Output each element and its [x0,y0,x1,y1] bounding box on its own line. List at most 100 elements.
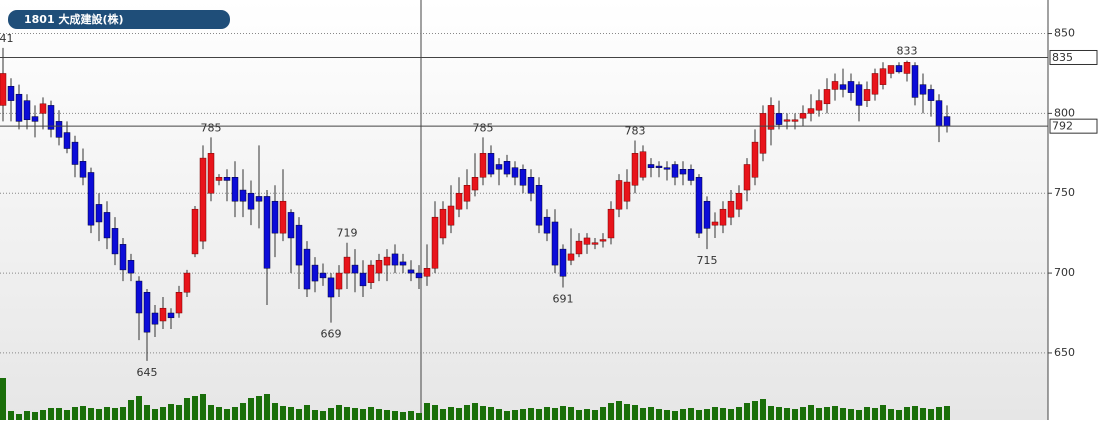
candle-body [623,181,631,202]
candle-body [103,212,111,239]
volume-bar [408,411,414,420]
candle-body [919,84,927,95]
candle-body [519,169,527,186]
volume-bar [296,409,302,420]
candle-body [151,312,159,325]
candle-body [415,272,423,279]
candle-body [855,84,863,106]
candle-body [239,189,247,202]
volume-bar [320,411,326,420]
volume-bar [328,408,334,420]
candle-body [775,113,783,125]
candle-body [551,221,559,266]
volume-bar [192,396,198,420]
candle-body [663,167,671,170]
candle-body [143,291,151,333]
volume-bar [576,410,582,420]
volume-bar [816,408,822,420]
volume-bar [368,407,374,420]
volume-bar [760,399,766,420]
candle-body [671,164,679,178]
volume-bar [896,410,902,420]
candle-body [23,100,31,121]
volume-bar [456,408,462,420]
candle-body [511,167,519,178]
candle-body [543,216,551,234]
volume-bar [304,405,310,420]
candle-body [135,280,143,314]
extreme-label: 785 [473,121,494,134]
candle-body [47,105,55,130]
candle-body [687,169,695,181]
plot-background [0,0,1048,420]
y-tick-label: 800 [1054,106,1075,119]
candle-body [95,204,103,223]
candle-body [839,84,847,90]
volume-bar [672,411,678,420]
volume-bar [624,404,630,420]
volume-bar [832,406,838,420]
candle-body [263,196,271,269]
candle-body [279,200,287,234]
candle-body [679,169,687,175]
candle-body [247,192,255,210]
volume-bar [40,410,46,420]
candle-body [503,161,511,175]
candle-body [847,81,855,93]
candle-body [743,164,751,191]
candle-body [759,113,767,154]
candle-body [119,244,127,271]
volume-bar [584,409,590,420]
y-tick-label: 700 [1054,266,1075,279]
volume-bar [736,407,742,420]
candle-body [407,269,415,274]
candle-body [495,164,503,170]
volume-bar [720,408,726,420]
candle-body [487,153,495,175]
volume-bar [112,408,118,420]
volume-bar [552,408,558,420]
candle-body [351,264,359,274]
volume-bar [504,411,510,420]
volume-bar [16,414,22,420]
volume-bar [24,411,30,420]
volume-bar [232,407,238,420]
volume-bar [536,409,542,420]
candle-body [255,196,263,202]
plot-layer: 650 700 750 800 850 841 645 785 719 669 785 691 783 7… [0,27,1075,420]
candle-body [607,208,615,239]
candle-body [87,172,95,226]
volume-bar [288,407,294,420]
candle-body [439,208,447,239]
volume-bar [128,400,134,420]
candle-body [943,116,951,127]
candle-body [871,73,879,95]
volume-bar [32,412,38,420]
candle-body [639,151,647,178]
y-tick-label: 750 [1054,186,1075,199]
candle-body [815,100,823,111]
candle-body [903,62,911,74]
volume-bar [632,405,638,420]
volume-bar [176,405,182,420]
candle-body [935,100,943,127]
candle-body [711,221,719,226]
candle-body [599,239,607,242]
candle-body [799,113,807,119]
volume-bar [520,409,526,420]
volume-bar [824,407,830,420]
volume-bar [752,401,758,420]
extreme-label: 669 [321,328,342,341]
volume-bar [280,406,286,420]
volume-bar [152,409,158,420]
volume-bar [744,403,750,420]
volume-bar [200,394,206,420]
candle-body [79,161,87,178]
volume-bar [648,407,654,420]
candle-body [287,212,295,239]
volume-bar [352,408,358,420]
candle-body [399,261,407,266]
candle-body [319,272,327,279]
candle-body [431,216,439,269]
volume-bar [480,406,486,420]
